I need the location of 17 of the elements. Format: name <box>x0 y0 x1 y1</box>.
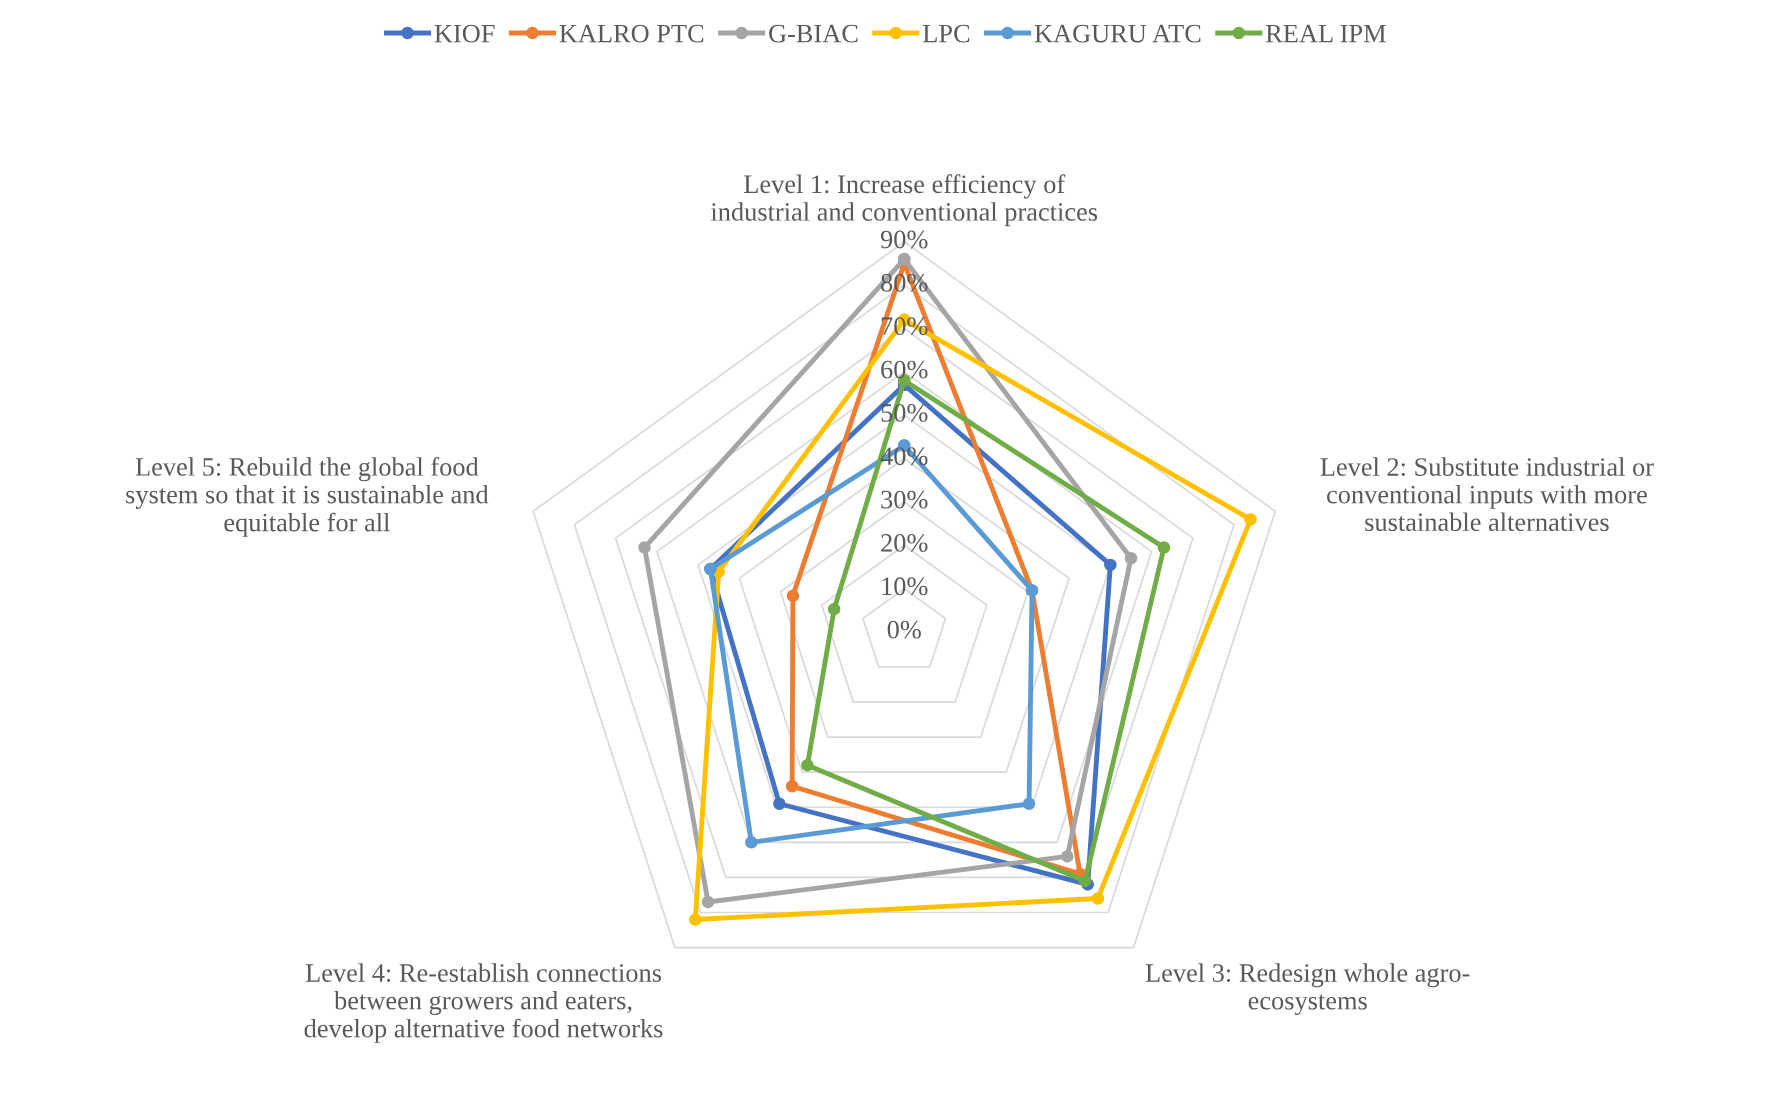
spoke-label: Level 2: Substitute industrial or conventional inputs with more sustainable alternatives <box>1320 457 1654 532</box>
y-tick-label: 20% <box>881 534 928 552</box>
spoke-label: Level 3: Redesign whole agro- ecosystems <box>1145 963 1470 1016</box>
legend-label: KIOF <box>434 24 495 43</box>
y-tick-label: 0% <box>887 620 921 639</box>
y-tick-label: 10% <box>882 577 928 596</box>
spoke-label: Level 4: Re-establish connections between growers and eaters, develop alternative food networks <box>304 963 663 1043</box>
spoke-label: Level 1: Increase efficiency of industrial and conventional practices <box>710 174 1098 227</box>
legend-label: G-BIAC <box>769 24 858 43</box>
legend-label: LPC <box>923 24 970 43</box>
y-tick-label: 90% <box>880 230 928 249</box>
legend-label: REAL IPM <box>1265 24 1386 43</box>
y-tick-label: 30% <box>881 490 928 509</box>
legend-label: KAGURU ATC <box>1034 24 1201 43</box>
y-tick-label: 60% <box>881 360 928 379</box>
legend-label: KALRO PTC <box>559 24 704 43</box>
spoke-label: Level 5: Rebuild the global food system so that it is sustainable and equitable for all <box>126 456 489 537</box>
